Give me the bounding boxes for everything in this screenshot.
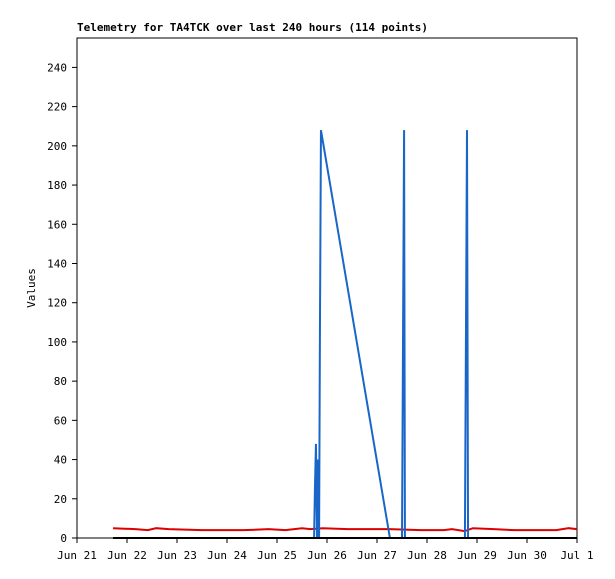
y-tick-label: 20 bbox=[54, 493, 67, 506]
y-tick-label: 40 bbox=[54, 454, 67, 467]
x-tick-label: Jun 29 bbox=[457, 549, 497, 562]
x-tick-label: Jun 23 bbox=[157, 549, 197, 562]
y-tick-label: 60 bbox=[54, 414, 67, 427]
chart-title: Telemetry for TA4TCK over last 240 hours… bbox=[77, 21, 428, 34]
series-line bbox=[113, 129, 577, 539]
y-tick-label: 160 bbox=[47, 218, 67, 231]
x-tick-label: Jun 25 bbox=[257, 549, 297, 562]
x-tick-label: Jul 1 bbox=[560, 549, 593, 562]
y-tick-label: 200 bbox=[47, 140, 67, 153]
y-tick-label: 220 bbox=[47, 101, 67, 114]
y-axis-label: Values bbox=[25, 268, 38, 308]
x-tick-label: Jun 24 bbox=[207, 549, 247, 562]
x-tick-label: Jun 30 bbox=[507, 549, 547, 562]
y-tick-label: 140 bbox=[47, 257, 67, 270]
plot-frame bbox=[76, 37, 578, 539]
x-tick-label: Jun 22 bbox=[107, 549, 147, 562]
y-tick-label: 180 bbox=[47, 179, 67, 192]
x-tick-label: Jun 27 bbox=[357, 549, 397, 562]
y-tick-label: 100 bbox=[47, 336, 67, 349]
y-tick-label: 240 bbox=[47, 61, 67, 74]
y-tick-label: 120 bbox=[47, 297, 67, 310]
x-tick-label: Jun 26 bbox=[307, 549, 347, 562]
y-tick-label: 80 bbox=[54, 375, 67, 388]
series-line bbox=[112, 527, 578, 533]
x-tick-label: Jun 21 bbox=[57, 549, 97, 562]
x-tick-label: Jun 28 bbox=[407, 549, 447, 562]
y-tick-label: 0 bbox=[60, 532, 67, 545]
